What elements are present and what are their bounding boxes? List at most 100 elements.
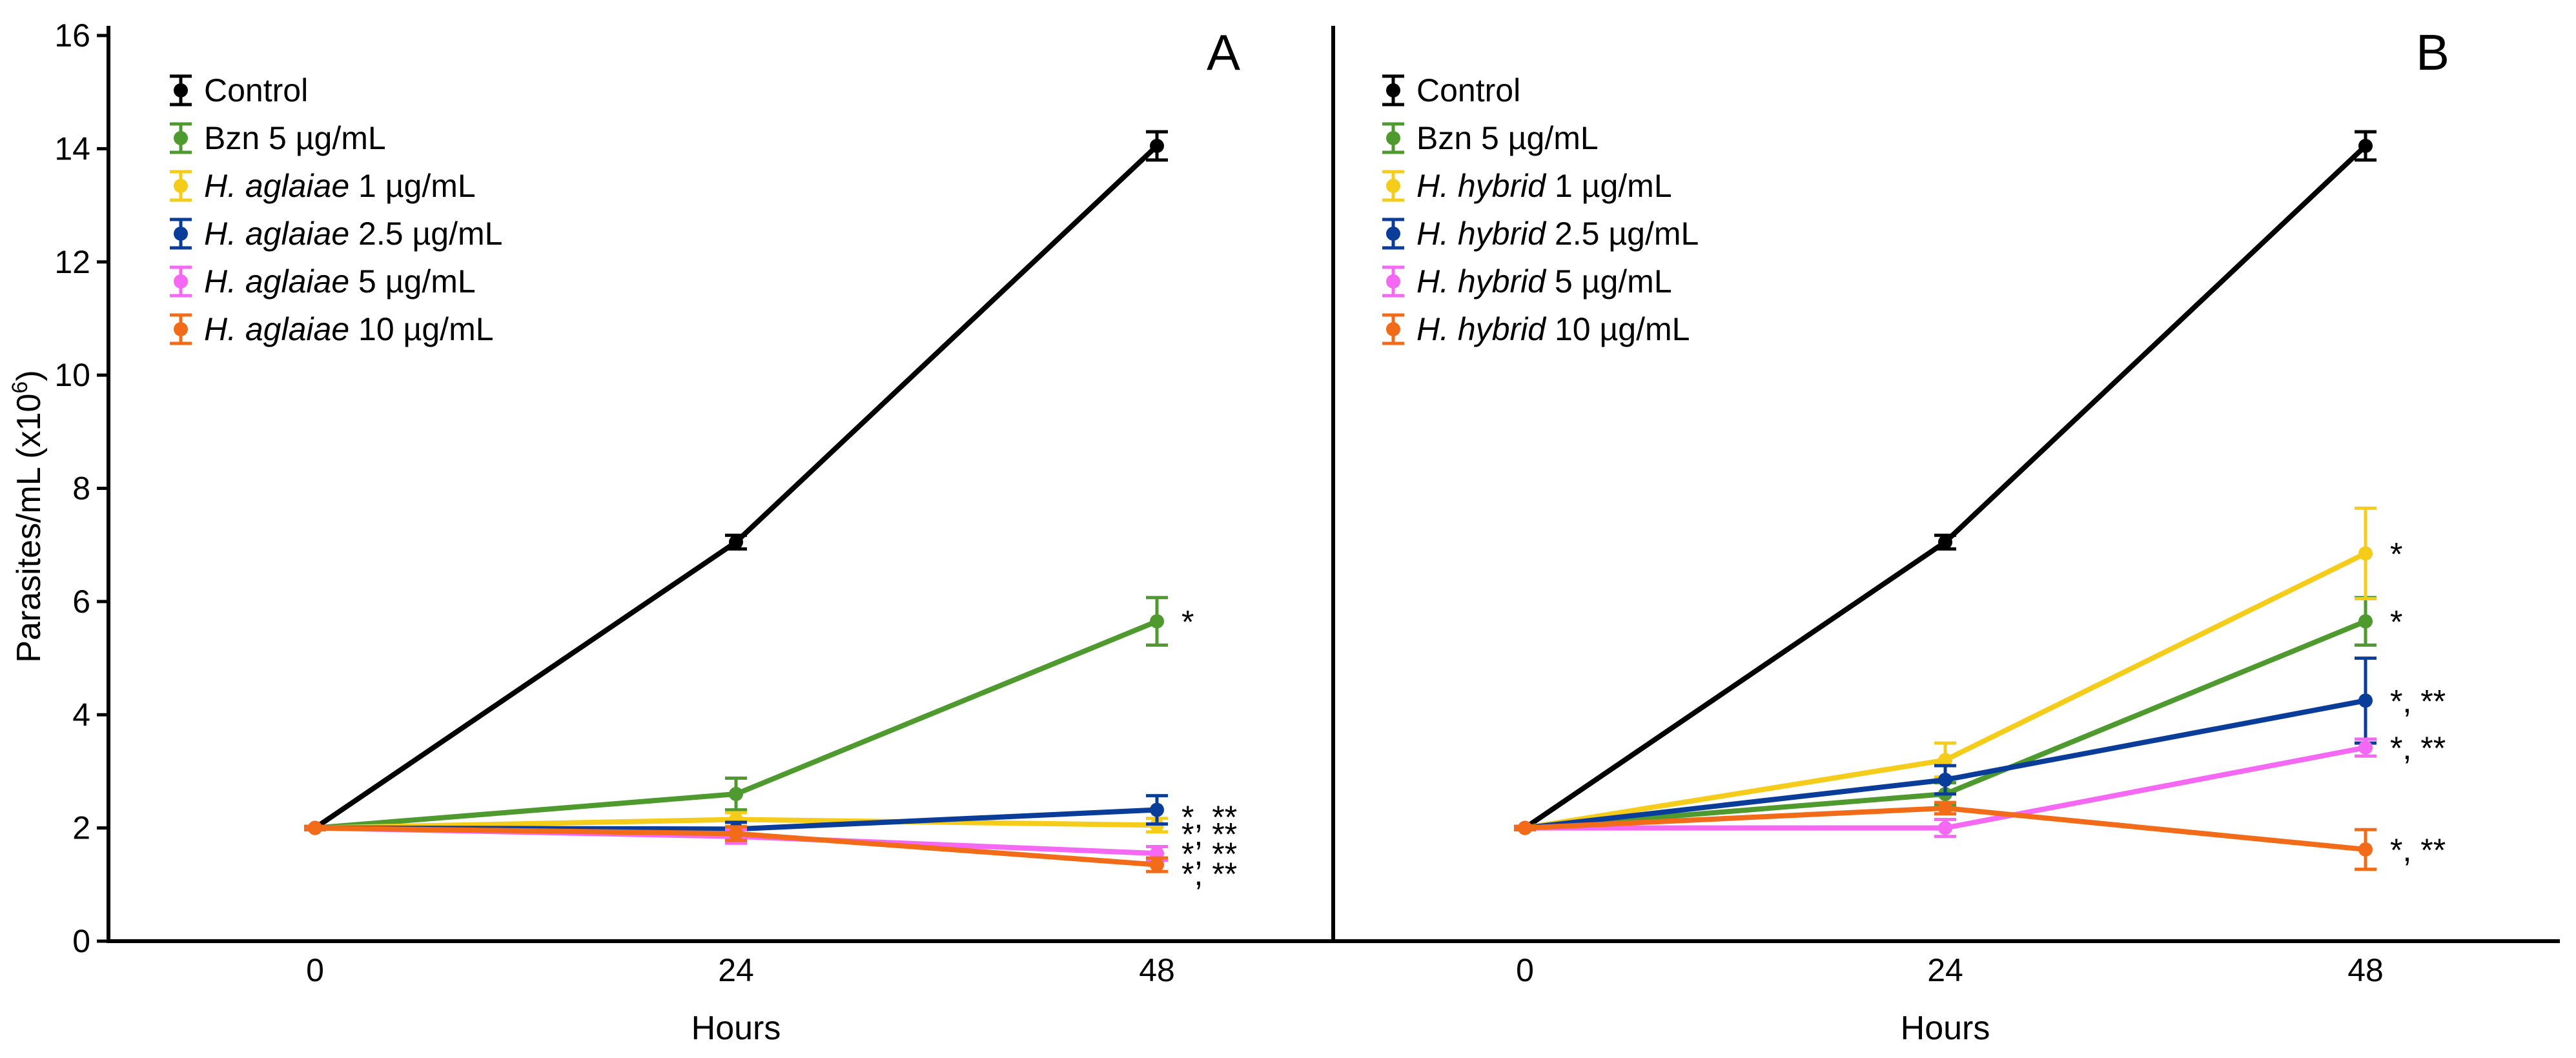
- data-point: [1938, 773, 1952, 788]
- legend-label: H. hybrid 5 µg/mL: [1416, 263, 1672, 300]
- data-point: [1938, 820, 1952, 835]
- legend-label: H. hybrid 10 µg/mL: [1416, 311, 1690, 347]
- data-point: [2358, 740, 2373, 755]
- legend-label-dose: 5 µg/mL: [349, 263, 476, 300]
- legend-item: H. aglaiae 5 µg/mL: [170, 263, 476, 300]
- data-point: [2358, 614, 2373, 629]
- y-tick-label: 12: [54, 244, 90, 280]
- legend-swatch-dot: [1386, 131, 1400, 145]
- series-5: [304, 820, 1168, 873]
- legend-item: Control: [170, 72, 308, 108]
- legend-label-dose: Control: [1416, 72, 1520, 108]
- legend-label: H. aglaiae 1 µg/mL: [204, 168, 476, 204]
- legend-swatch-dot: [1386, 274, 1400, 289]
- legend-swatch-dot: [174, 227, 188, 241]
- legend-item: H. aglaiae 10 µg/mL: [170, 311, 494, 347]
- legend-label: H. aglaiae 10 µg/mL: [204, 311, 494, 347]
- y-tick-label: 10: [54, 357, 90, 393]
- significance-label: *, **: [2390, 730, 2446, 766]
- legend-item: H. hybrid 2.5 µg/mL: [1382, 216, 1699, 252]
- significance-label: *: [2390, 536, 2402, 572]
- significance-label: *, **: [2390, 683, 2446, 719]
- legend-item: H. aglaiae 1 µg/mL: [170, 168, 476, 204]
- y-axis-title-close: ): [10, 370, 48, 381]
- y-tick-label: 14: [54, 130, 90, 167]
- data-point: [729, 826, 743, 841]
- data-point: [1150, 614, 1164, 629]
- legend-item: Bzn 5 µg/mL: [1382, 120, 1599, 156]
- legend-label-species: H. hybrid: [1416, 263, 1547, 300]
- data-point: [1938, 753, 1952, 768]
- legend-label-dose: 2.5 µg/mL: [1546, 216, 1699, 252]
- legend-label: H. aglaiae 5 µg/mL: [204, 263, 476, 300]
- legend-label-species: H. aglaiae: [204, 263, 349, 300]
- series-1: [1514, 596, 2377, 835]
- series-5: [1514, 800, 2377, 871]
- data-point: [2358, 693, 2373, 708]
- y-axis-title-main: Parasites/mL (x10: [10, 394, 48, 663]
- legend-label-dose: 10 µg/mL: [1546, 311, 1690, 347]
- y-axis-title: Parasites/mL (x106): [8, 370, 48, 662]
- legend-item: H. hybrid 1 µg/mL: [1382, 168, 1672, 204]
- legend-item: H. aglaiae 2.5 µg/mL: [170, 216, 502, 252]
- legend-swatch-dot: [174, 322, 188, 336]
- legend-label-species: H. hybrid: [1416, 168, 1547, 204]
- x-tick-label: 48: [2347, 952, 2384, 988]
- data-point: [308, 820, 322, 835]
- legend-label-dose: Bzn 5 µg/mL: [204, 120, 386, 156]
- data-point: [1938, 534, 1952, 549]
- legend-label: H. hybrid 2.5 µg/mL: [1416, 216, 1699, 252]
- significance-label: *, **: [1181, 816, 1237, 852]
- data-point: [1150, 138, 1164, 153]
- legend-item: H. hybrid 5 µg/mL: [1382, 263, 1672, 300]
- x-ticks: 0 24 48 0 24 48: [306, 952, 2384, 988]
- legend-label-dose: 10 µg/mL: [349, 311, 493, 347]
- data-point: [1518, 820, 1532, 835]
- x-tick-label: 24: [718, 952, 754, 988]
- data-point: [2358, 842, 2373, 857]
- data-point: [1150, 857, 1164, 872]
- legend-label-species: H. hybrid: [1416, 311, 1547, 347]
- significance-label: *, **: [1181, 836, 1237, 872]
- legend-label-dose: 5 µg/mL: [1546, 263, 1672, 300]
- legend-label-species: H. aglaiae: [204, 168, 349, 204]
- legend-swatch-dot: [1386, 227, 1400, 241]
- legend-label-dose: Bzn 5 µg/mL: [1416, 120, 1599, 156]
- legend-label: Bzn 5 µg/mL: [1416, 120, 1599, 156]
- x-axis-title-b: Hours: [1901, 1010, 1990, 1047]
- legend-item: Control: [1382, 72, 1520, 108]
- significance-label: *: [1181, 604, 1194, 640]
- x-tick-label: 0: [1516, 952, 1534, 988]
- x-tick-label: 24: [1927, 952, 1963, 988]
- legend-label-species: H. hybrid: [1416, 216, 1547, 252]
- series-2: [1514, 506, 2377, 835]
- legend-label-dose: 1 µg/mL: [349, 168, 476, 204]
- legend-label-species: H. aglaiae: [204, 216, 349, 252]
- y-tick-label: 2: [72, 810, 90, 846]
- legend-swatch-dot: [174, 179, 188, 193]
- legend-item: Bzn 5 µg/mL: [170, 120, 386, 156]
- data-point: [2358, 138, 2373, 153]
- legend-label: Control: [204, 72, 308, 108]
- y-tick-label: 6: [72, 584, 90, 620]
- legend-label: H. hybrid 1 µg/mL: [1416, 168, 1672, 204]
- data-point: [2358, 546, 2373, 561]
- significance-label: *, **: [1181, 856, 1237, 892]
- legend-label: Control: [1416, 72, 1520, 108]
- series-1: [304, 596, 1168, 835]
- legend-label-dose: Control: [204, 72, 308, 108]
- y-axis-title-exponent: 6: [8, 381, 32, 394]
- legend-label: Bzn 5 µg/mL: [204, 120, 386, 156]
- legend-swatch-dot: [174, 274, 188, 289]
- x-axis-title-a: Hours: [691, 1010, 781, 1047]
- x-tick-label: 48: [1139, 952, 1175, 988]
- significance-label: *, **: [1181, 799, 1237, 835]
- legend-label-dose: 2.5 µg/mL: [349, 216, 502, 252]
- x-tick-label: 0: [306, 952, 324, 988]
- y-tick-label: 4: [72, 697, 90, 733]
- legend-item: H. hybrid 10 µg/mL: [1382, 311, 1690, 347]
